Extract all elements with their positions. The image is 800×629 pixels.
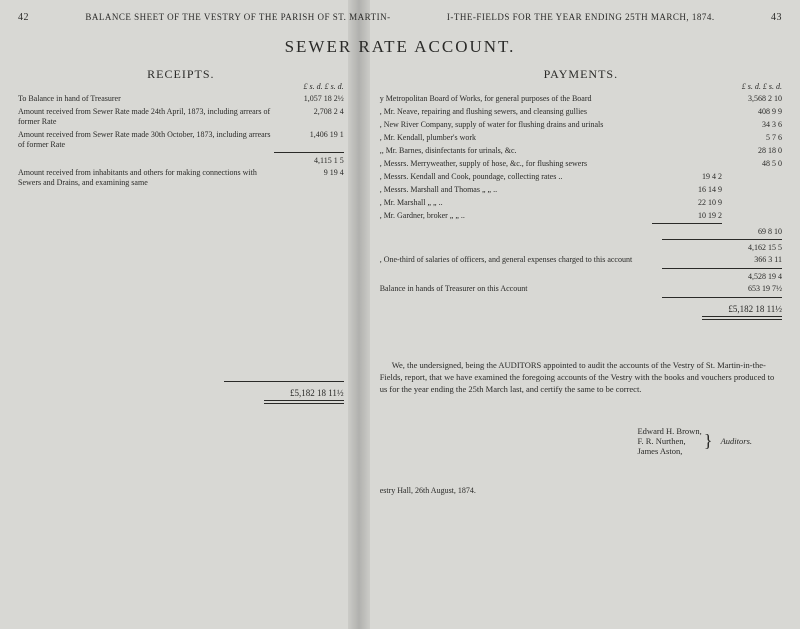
brace-icon: } [704,430,713,450]
payment-row: , Messrs. Merryweather, supply of hose, … [380,159,782,169]
receipt-desc: Amount received from inhabitants and oth… [18,168,284,188]
payment-desc: y Metropolitan Board of Works, for gener… [380,94,722,104]
total-rule [662,297,782,298]
payment-amt: 653 19 7½ [722,284,782,293]
receipt-amt: 1,057 18 2½ [284,94,344,103]
payments-heading: PAYMENTS. [380,67,782,82]
receipt-row: 4,115 1 5 [18,156,344,165]
payment-row: Balance in hands of Treasurer on this Ac… [380,284,782,294]
receipt-row: Amount received from Sewer Rate made 24t… [18,107,344,127]
page: 42 BALANCE SHEET OF THE VESTRY OF THE PA… [0,0,800,629]
payment-row: y Metropolitan Board of Works, for gener… [380,94,782,104]
payment-amt: 22 10 9 [662,198,722,207]
receipt-row: Amount received from Sewer Rate made 30t… [18,130,344,150]
payment-desc: ,, Mr. Barnes, disinfectants for urinals… [380,146,722,156]
receipts-total: £5,182 18 11½ [18,388,344,398]
payment-desc: Balance in hands of Treasurer on this Ac… [380,284,722,294]
payment-row: 4,528 19 4 [380,272,782,281]
payment-amt: 5 7 6 [722,133,782,142]
payment-desc: , Mr. Marshall „ „ .. [380,198,662,208]
payment-amt: 69 8 10 [722,227,782,236]
auditors-paragraph: We, the undersigned, being the AUDITORS … [380,360,782,396]
payment-row: 4,162 15 5 [380,243,782,252]
payment-row: , Messrs. Marshall and Thomas „ „ .. 16 … [380,185,782,195]
receipts-column: RECEIPTS. £ s. d. £ s. d. To Balance in … [18,61,352,495]
payment-desc: , One-third of salaries of officers, and… [380,255,722,265]
receipt-desc: Amount received from Sewer Rate made 24t… [18,107,284,127]
payment-desc: , Messrs. Merryweather, supply of hose, … [380,159,722,169]
payment-row: , New River Company, supply of water for… [380,120,782,130]
payment-row: , Mr. Marshall „ „ .. 22 10 9 [380,198,782,208]
right-page-number: 43 [771,12,782,23]
payment-amt: 4,162 15 5 [722,243,782,252]
payment-amt: 10 19 2 [662,211,722,220]
payment-desc: , Mr. Neave, repairing and flushing sewe… [380,107,722,117]
payment-row: , Messrs. Kendall and Cook, poundage, co… [380,172,782,182]
auditor-name: Edward H. Brown, [637,426,701,436]
payment-desc: , Mr. Gardner, broker „ „ .. [380,211,662,221]
receipt-desc: Amount received from Sewer Rate made 30t… [18,130,284,150]
title-left: SEWER RATE [285,37,409,56]
payment-amt: 48 5 0 [722,159,782,168]
payment-desc: , Messrs. Kendall and Cook, poundage, co… [380,172,662,182]
total-double-rule [264,400,344,404]
payment-amt: 4,528 19 4 [722,272,782,281]
payment-row: , Mr. Gardner, broker „ „ .. 10 19 2 [380,211,782,221]
total-rule [224,381,344,382]
subtotal-rule [274,152,344,153]
payment-row: , Mr. Kendall, plumber's work 5 7 6 [380,133,782,143]
receipt-amt: 4,115 1 5 [284,156,344,165]
auditor-name: James Aston, [637,446,682,456]
payment-amt: 408 9 9 [722,107,782,116]
receipt-row: Amount received from inhabitants and oth… [18,168,344,188]
payments-money-head: £ s. d. £ s. d. [380,82,782,91]
payment-amt: 28 18 0 [722,146,782,155]
receipts-heading: RECEIPTS. [18,67,344,82]
payments-column: PAYMENTS. £ s. d. £ s. d. y Metropolitan… [352,61,782,495]
auditors-signatures: Edward H. Brown, F. R. Nurthen, James As… [380,426,782,456]
receipt-row: To Balance in hand of Treasurer 1,057 18… [18,94,344,104]
left-running-head: BALANCE SHEET OF THE VESTRY OF THE PARIS… [85,12,390,23]
receipts-money-head: £ s. d. £ s. d. [18,82,344,91]
payment-amt: 34 3 6 [722,120,782,129]
payment-desc: , New River Company, supply of water for… [380,120,722,130]
subtotal-rule [662,239,782,240]
payment-row: 69 8 10 [380,227,782,236]
subtotal-rule [652,223,722,224]
right-running-head: I-THE-FIELDS FOR THE YEAR ENDING 25TH MA… [447,12,715,23]
auditor-name: F. R. Nurthen, [637,436,685,446]
payment-amt: 19 4 2 [662,172,722,181]
payment-desc: , Messrs. Marshall and Thomas „ „ .. [380,185,662,195]
receipt-amt: 2,708 2 4 [284,107,344,116]
footer-line: estry Hall, 26th August, 1874. [380,486,782,495]
subtotal-rule [662,268,782,269]
receipt-amt: 9 19 4 [284,168,344,177]
running-header: 42 BALANCE SHEET OF THE VESTRY OF THE PA… [18,12,782,23]
payment-amt: 16 14 9 [662,185,722,194]
auditors-role: Auditors. [721,436,752,446]
receipt-desc: To Balance in hand of Treasurer [18,94,284,104]
payment-amt: 366 3 11 [722,255,782,264]
payment-row: , Mr. Neave, repairing and flushing sewe… [380,107,782,117]
payment-row: ,, Mr. Barnes, disinfectants for urinals… [380,146,782,156]
payments-total: £5,182 18 11½ [380,304,782,314]
payment-amt: 3,568 2 10 [722,94,782,103]
main-title: SEWER RATE ACCOUNT. [18,37,782,57]
left-page-number: 42 [18,12,29,23]
total-double-rule [702,316,782,320]
title-right: ACCOUNT. [414,37,515,56]
payment-desc: , Mr. Kendall, plumber's work [380,133,722,143]
receipt-amt: 1,406 19 1 [284,130,344,139]
payment-row: , One-third of salaries of officers, and… [380,255,782,265]
